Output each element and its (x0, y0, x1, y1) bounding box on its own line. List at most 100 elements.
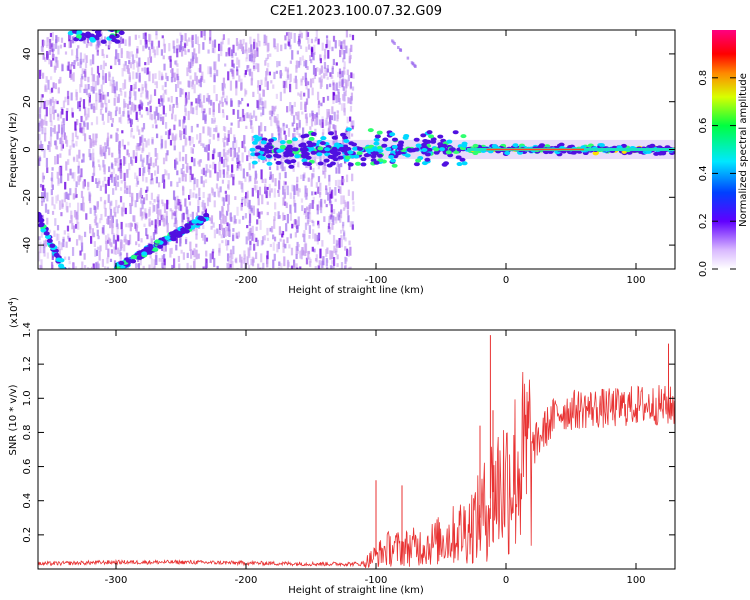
spectrogram-noise-cell (337, 89, 340, 94)
spectrogram-noise-cell (136, 175, 139, 181)
spectrogram-noise-cell (110, 162, 114, 168)
spectrogram-noise-cell (97, 75, 100, 85)
spectrogram-noise-cell (111, 152, 114, 158)
spectrogram-noise-cell (201, 210, 204, 221)
spectrogram-noise-cell (227, 180, 230, 190)
spectrogram-noise-cell (141, 200, 144, 210)
spectrogram-noise-cell (77, 101, 80, 109)
spectrogram-noise-cell (41, 94, 44, 98)
main-line-cell (441, 162, 448, 167)
spectrogram-noise-cell (145, 90, 148, 98)
spectrogram-noise-cell (230, 122, 233, 126)
spectrogram-noise-cell (179, 238, 182, 247)
spectrogram-noise-cell (232, 63, 235, 69)
spectrogram-noise-cell (102, 159, 105, 168)
spectrogram-noise-cell (227, 203, 230, 212)
spectrogram-noise-cell (109, 220, 112, 229)
spectrogram-noise-cell (297, 60, 301, 68)
spectrogram-noise-cell (286, 213, 289, 224)
main-line-cell (285, 160, 292, 165)
spectrogram-noise-cell (306, 30, 309, 37)
spectrogram-noise-cell (300, 32, 303, 39)
spectrogram-noise-cell (156, 153, 159, 160)
spectrogram-noise-cell (44, 127, 47, 135)
main-line-cell (354, 161, 361, 166)
main-line-cell (300, 134, 307, 139)
spectrogram-noise-cell (317, 105, 321, 115)
spectrogram-noise-cell (161, 255, 164, 260)
spectrogram-noise-cell (135, 225, 138, 233)
spectrogram-noise-cell (318, 68, 321, 76)
spectrogram-noise-cell (142, 197, 146, 205)
spectrogram-noise-cell (150, 258, 154, 268)
spectrogram-noise-cell (189, 213, 192, 217)
spectrogram-noise-cell (227, 164, 230, 172)
upper-left-trace-cell (95, 32, 102, 38)
spectrogram-noise-cell (67, 159, 70, 165)
spectrogram-noise-cell (109, 258, 113, 263)
spectrogram-noise-cell (98, 93, 101, 103)
spectrogram-noise-cell (64, 135, 68, 144)
spectrogram-noise-cell (82, 58, 85, 63)
lower-left-trace-cell (55, 257, 62, 262)
spectrogram-noise-cell (300, 78, 303, 83)
spectrogram-noise-cell (180, 34, 183, 42)
spectrogram-noise-cell (140, 216, 143, 221)
descending-trace-cell (171, 231, 178, 236)
spectrogram-noise-cell (308, 235, 311, 239)
spectrogram-noise-cell (129, 222, 132, 232)
main-line-cell (415, 158, 422, 163)
spectrogram-noise-cell (225, 95, 228, 106)
spectrogram-noise-cell (225, 194, 228, 202)
spectrogram-noise-cell (313, 75, 316, 80)
spectrogram-noise-cell (184, 97, 187, 106)
spectrogram-noise-cell (296, 180, 299, 185)
spectrogram-noise-cell (65, 110, 68, 121)
spectrogram-noise-cell (67, 267, 71, 269)
spectrogram-noise-cell (54, 56, 58, 63)
spectrogram-noise-cell (187, 49, 190, 53)
spectrogram-noise-cell (309, 258, 312, 263)
spectrogram-noise-cell (127, 240, 130, 246)
spectrogram-noise-cell (180, 249, 183, 254)
main-line-cell (441, 143, 448, 148)
spectrogram-noise-cell (76, 135, 79, 140)
spectrogram-noise-cell (141, 147, 144, 154)
spectrogram-noise-cell (311, 173, 314, 180)
spectrogram-noise-cell (208, 193, 212, 203)
spectrogram-noise-cell (130, 127, 134, 133)
spectrogram-noise-cell (343, 230, 346, 240)
spectrogram-noise-cell (249, 153, 252, 160)
spectrogram-noise-cell (312, 173, 315, 178)
spectrogram-noise-cell (274, 116, 277, 124)
spectrogram-noise-cell (342, 57, 345, 63)
main-line-cell (251, 160, 258, 165)
spectrogram-noise-cell (253, 185, 256, 191)
spectrogram-noise-cell (79, 122, 82, 133)
spectrogram-noise-cell (115, 199, 118, 208)
spectrogram-noise-cell (130, 51, 134, 57)
spectrogram-noise-cell (241, 97, 244, 102)
spectrogram-noise-cell (137, 105, 140, 109)
spectrogram-noise-cell (279, 161, 282, 169)
faint-trace-cell (406, 56, 410, 60)
spectrogram-noise-cell (307, 177, 310, 182)
spectrogram-noise-cell (118, 117, 121, 123)
spectrogram-noise-cell (246, 155, 249, 162)
spectrogram-noise-cell (95, 178, 98, 184)
spectrogram-noise-cell (192, 107, 195, 115)
spectrogram-noise-cell (250, 115, 254, 119)
spectrogram-noise-cell (198, 79, 201, 83)
spectrogram-noise-cell (266, 186, 269, 190)
spectrogram-noise-cell (231, 68, 234, 74)
spectrogram-noise-cell (40, 98, 43, 109)
spectrogram-noise-cell (161, 35, 164, 39)
spectrogram-noise-cell (119, 88, 122, 92)
spectrogram-noise-cell (82, 181, 85, 189)
main-line-cell (377, 148, 384, 153)
spectrogram-noise-cell (313, 156, 317, 164)
spectrogram-noise-cell (250, 205, 253, 212)
spectrogram-noise-cell (226, 165, 229, 175)
spectrogram-noise-cell (74, 195, 77, 199)
spectrogram-noise-cell (225, 158, 228, 167)
